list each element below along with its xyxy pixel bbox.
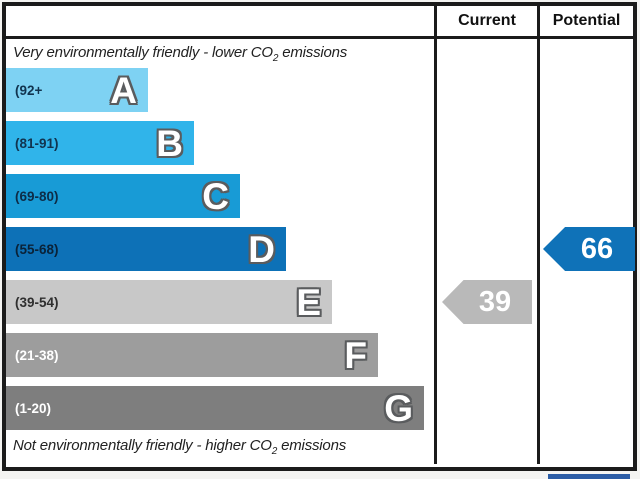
band-letter: C: [202, 175, 229, 217]
band-range-label: (39-54): [15, 294, 59, 310]
band-letter: B: [156, 122, 183, 164]
band-letter: G: [384, 387, 413, 429]
current-rating-value: 39: [478, 285, 512, 318]
band-bar-b: (81-91) B: [6, 121, 194, 165]
rating-bands: (92+ A (81-91) B (69-80) C: [6, 63, 434, 434]
current-rating-arrow: 39: [442, 280, 532, 324]
next-section-cutoff: [548, 474, 630, 479]
bottom-note-subscript: 2: [271, 446, 278, 457]
band-range-label: (92+: [15, 82, 43, 98]
band-row-e: (39-54) E: [6, 275, 434, 328]
band-letter: F: [344, 334, 367, 376]
band-letter: D: [248, 228, 275, 270]
band-range-label: (1-20): [15, 400, 52, 416]
band-row-a: (92+ A: [6, 63, 434, 116]
band-bar-d: (55-68) D: [6, 227, 286, 271]
band-bar-g: (1-20) G: [6, 386, 424, 430]
header-spacer: [6, 6, 434, 36]
current-header-label: Current: [458, 12, 516, 29]
current-value-column: 39: [434, 39, 537, 464]
table-body: Very environmentally friendly - lower CO…: [6, 39, 635, 464]
potential-rating-value: 66: [580, 232, 614, 265]
top-note-suffix: emissions: [278, 44, 348, 61]
band-bar-f: (21-38) F: [6, 333, 378, 377]
band-letter: A: [110, 69, 137, 111]
top-note: Very environmentally friendly - lower CO…: [6, 39, 434, 64]
band-row-d: (55-68) D: [6, 222, 434, 275]
potential-value-column: 66: [537, 39, 635, 464]
top-note-subscript: 2: [272, 53, 279, 64]
band-range-label: (81-91): [15, 135, 59, 151]
band-row-f: (21-38) F: [6, 328, 434, 381]
band-range-label: (69-80): [15, 188, 59, 204]
band-chart-column: Very environmentally friendly - lower CO…: [6, 39, 434, 464]
table-header: Current Potential: [6, 6, 633, 39]
current-column-header: Current: [434, 6, 537, 36]
band-bar-c: (69-80) C: [6, 174, 240, 218]
potential-column-header: Potential: [537, 6, 633, 36]
band-range-label: (55-68): [15, 241, 59, 257]
top-note-text: Very environmentally friendly - lower CO: [13, 44, 273, 61]
band-bar-e: (39-54) E: [6, 280, 332, 324]
band-row-g: (1-20) G: [6, 381, 434, 434]
potential-rating-arrow: 66: [543, 227, 635, 271]
bottom-note-suffix: emissions: [277, 437, 347, 454]
bottom-note-text: Not environmentally friendly - higher CO: [13, 437, 272, 454]
bottom-note: Not environmentally friendly - higher CO…: [13, 437, 346, 457]
band-range-label: (21-38): [15, 347, 59, 363]
band-row-b: (81-91) B: [6, 116, 434, 169]
co2-rating-table: Current Potential Very environmentally f…: [2, 2, 637, 471]
band-row-c: (69-80) C: [6, 169, 434, 222]
band-letter: E: [296, 281, 321, 323]
band-bar-a: (92+ A: [6, 68, 148, 112]
potential-header-label: Potential: [552, 12, 621, 29]
